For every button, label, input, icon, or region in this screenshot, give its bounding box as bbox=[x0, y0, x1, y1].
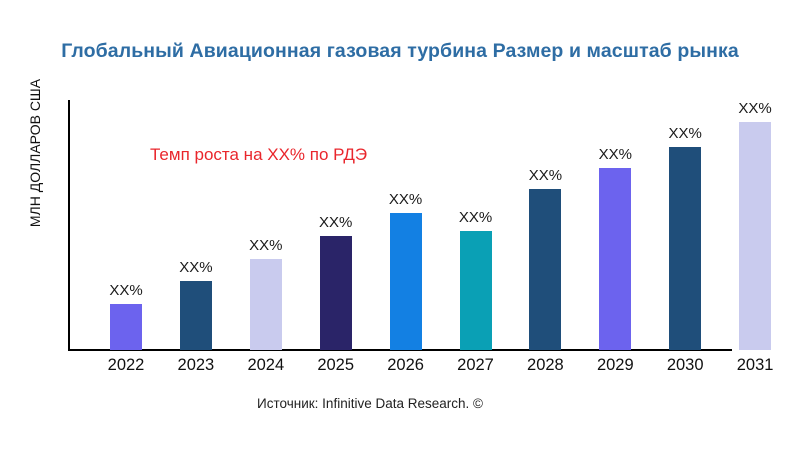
bar-value-label-2024: XX% bbox=[249, 237, 283, 254]
bar-value-label-2030: XX% bbox=[668, 125, 702, 142]
x-tick-2026: 2026 bbox=[387, 356, 424, 374]
x-tick-2030: 2030 bbox=[666, 356, 704, 374]
x-tick-2023: 2023 bbox=[177, 356, 215, 374]
x-tick-2022: 2022 bbox=[107, 356, 145, 374]
x-axis-line bbox=[68, 349, 732, 351]
y-axis-label: МЛН ДОЛЛАРОВ США bbox=[27, 78, 43, 228]
bar-value-label-2022: XX% bbox=[109, 282, 143, 299]
bar-2030 bbox=[669, 147, 702, 350]
source-attribution: Источник: Infinitive Data Research. © bbox=[257, 396, 483, 411]
bar-2028 bbox=[529, 189, 562, 350]
bar-2031 bbox=[739, 122, 772, 350]
growth-rate-annotation: Темп роста на XX% по РДЭ bbox=[150, 145, 368, 164]
bar-2027 bbox=[459, 231, 492, 350]
bar-value-label-2025: XX% bbox=[319, 214, 353, 231]
bar-value-label-2031: XX% bbox=[738, 100, 772, 117]
bar-2029 bbox=[599, 168, 632, 350]
x-tick-2028: 2028 bbox=[527, 356, 564, 374]
bar-2024 bbox=[249, 259, 282, 350]
bar-value-label-2026: XX% bbox=[388, 191, 423, 208]
bar-2023 bbox=[179, 281, 212, 350]
x-tick-2024: 2024 bbox=[247, 356, 285, 374]
bar-value-label-2023: XX% bbox=[179, 259, 213, 276]
bar-2022 bbox=[110, 304, 142, 350]
x-tick-2031: 2031 bbox=[736, 356, 774, 374]
bar-2026 bbox=[389, 213, 422, 350]
x-tick-2029: 2029 bbox=[596, 356, 634, 374]
y-axis-line bbox=[68, 100, 70, 351]
bar-value-label-2028: XX% bbox=[528, 167, 563, 184]
x-tick-2025: 2025 bbox=[317, 356, 355, 374]
x-tick-2027: 2027 bbox=[457, 356, 494, 374]
bar-value-label-2027: XX% bbox=[458, 209, 493, 226]
chart-title: Глобальный Авиационная газовая турбина Р… bbox=[61, 40, 739, 62]
bar-2025 bbox=[319, 236, 352, 350]
bar-value-label-2029: XX% bbox=[598, 146, 632, 163]
